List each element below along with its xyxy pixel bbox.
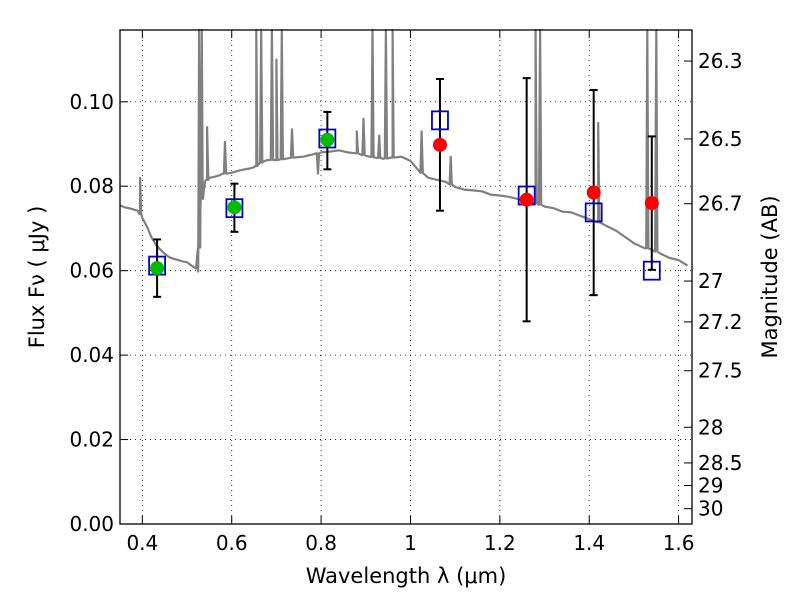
green-point xyxy=(150,261,165,276)
green-point xyxy=(227,200,242,215)
model-spectrum xyxy=(119,28,689,273)
y2-tick-label: 28.5 xyxy=(698,451,743,475)
square-marker xyxy=(318,128,337,149)
y-tick-label: 0.00 xyxy=(69,512,114,536)
red-point xyxy=(644,196,659,211)
y-tick-label: 0.06 xyxy=(69,259,114,283)
y2-tick-label: 26.5 xyxy=(698,127,743,151)
square-marker xyxy=(584,202,603,223)
x-tick-label: 1.4 xyxy=(573,531,605,555)
square-marker xyxy=(431,110,449,131)
y2-tick-label: 28 xyxy=(698,415,723,439)
y-tick-label: 0.08 xyxy=(69,174,114,198)
y2-tick-label: 26.7 xyxy=(698,192,743,216)
red-point xyxy=(586,185,601,200)
y2-tick-label: 27.5 xyxy=(698,359,743,383)
y2-tick-label: 30 xyxy=(698,497,723,521)
plot-frame xyxy=(119,29,693,525)
red-point xyxy=(432,137,447,152)
square-marker xyxy=(225,198,244,219)
y2-tick-label: 27 xyxy=(698,269,723,293)
y2-tick-label: 26.3 xyxy=(698,49,743,73)
y-axis-label: Flux Fν ( μJy ) xyxy=(25,206,49,349)
red-point xyxy=(519,192,534,207)
y-tick-label: 0.02 xyxy=(69,428,114,452)
square-marker xyxy=(642,260,661,281)
x-tick-label: 1.6 xyxy=(663,531,695,555)
y-tick-label: 0.10 xyxy=(69,90,114,114)
data-markers xyxy=(148,110,661,281)
y-axis-ticks: 0.00 0.02 0.04 0.06 0.08 0.10 xyxy=(69,90,128,536)
model-spectrum-line xyxy=(119,28,689,273)
x-tick-label: 1.2 xyxy=(484,531,516,555)
x-axis-label: Wavelength λ (μm) xyxy=(306,564,507,588)
y2-axis-label: Magnitude (AB) xyxy=(758,195,782,358)
x-axis-ticks: 0.4 0.6 0.8 1 1.2 1.4 1.6 xyxy=(126,30,695,555)
y2-tick-label: 29 xyxy=(698,473,723,497)
y-tick-label: 0.04 xyxy=(69,343,114,367)
x-tick-label: 0.6 xyxy=(216,531,248,555)
x-tick-label: 0.8 xyxy=(305,531,337,555)
green-point xyxy=(320,132,335,147)
y2-tick-label: 27.2 xyxy=(698,310,743,334)
x-tick-label: 0.4 xyxy=(126,531,158,555)
x-tick-label: 1 xyxy=(404,531,417,555)
grid xyxy=(120,30,692,525)
